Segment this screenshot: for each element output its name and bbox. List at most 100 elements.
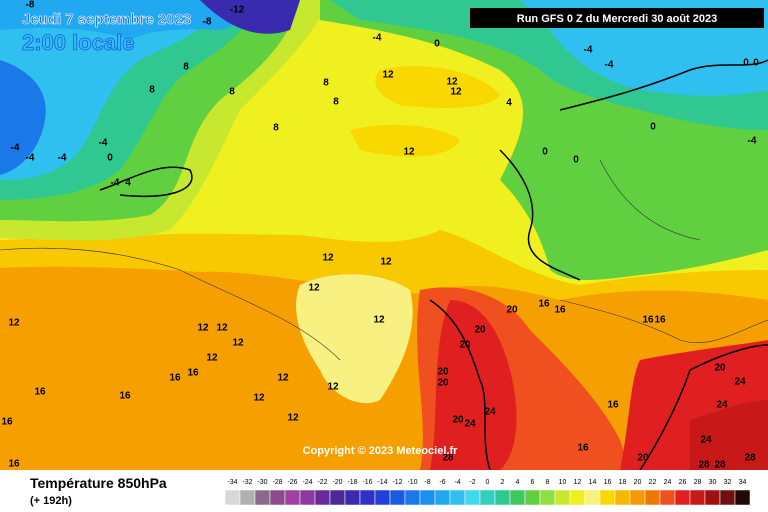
scale-label: 16 [604,479,612,486]
contour-label: 12 [287,413,299,424]
color-swatch [449,489,466,506]
scale-label: -10 [407,479,417,486]
contour-label: 8 [333,97,339,108]
color-swatch [569,489,586,506]
contour-label: 12 [8,318,20,329]
contour-label: 16 [1,417,13,428]
contour-label: 12 [446,77,458,88]
scale-label: 14 [589,479,597,486]
contour-label: 16 [577,443,589,454]
contour-label: 28 [698,460,710,471]
contour-label: -4 [99,138,108,149]
contour-label: 20 [459,340,471,351]
copyright: Copyright © 2023 Meteociel.fr [303,445,459,457]
contour-label: 12 [403,147,415,158]
contour-label: 20 [506,305,518,316]
local-time: 2:00 locale [22,30,135,55]
scale-label: -16 [362,479,372,486]
scale-label: -18 [347,479,357,486]
contour-label: -12 [230,5,245,16]
scale-label: -28 [272,479,282,486]
color-swatch [704,489,721,506]
scale-label: -22 [317,479,327,486]
contour-label: 8 [183,62,189,73]
contour-label: 16 [8,459,20,470]
color-swatch [494,489,511,506]
contour-label: 16 [169,373,181,384]
contour-label: -4 [584,45,593,56]
contour-label: -4 [111,178,120,189]
color-swatch [719,489,736,506]
run-info: Run GFS 0 Z du Mercredi 30 août 2023 [517,13,718,25]
contour-label: -4 [11,143,20,154]
scale-label: 18 [619,479,627,486]
contour-label: 12 [206,353,218,364]
contour-label: -4 [373,33,382,44]
scale-label: -6 [439,479,445,486]
scale-label: 32 [724,479,732,486]
color-swatch [734,489,751,506]
scale-label: -14 [377,479,387,486]
scale-label: -24 [302,479,312,486]
scale-label: 30 [709,479,717,486]
contour-label: 28 [714,460,726,471]
contour-label: 24 [484,407,496,418]
contour-label: -4 [748,136,757,147]
scale-label: 0 [486,479,490,486]
contour-label: 12 [322,253,334,264]
scale-label: -4 [454,479,460,486]
color-swatch [374,489,391,506]
contour-label: 12 [373,315,385,326]
color-swatch [284,489,301,506]
scale-label: 12 [574,479,582,486]
color-swatch [659,489,676,506]
contour-label: 24 [716,400,728,411]
scale-label: 34 [739,479,747,486]
color-swatch [434,489,451,506]
contour-label: 12 [308,283,320,294]
scale-label: -30 [257,479,267,486]
contour-label: 16 [654,315,666,326]
contour-label: 12 [232,338,244,349]
contour-label: 12 [253,393,265,404]
contour-label: 4 [506,98,512,109]
color-swatch [314,489,331,506]
contour-label: 12 [327,382,339,393]
color-swatch [629,489,646,506]
contour-label: 16 [187,368,199,379]
lead-time: (+ 192h) [30,495,72,507]
scale-label: 22 [649,479,657,486]
contour-label: 24 [734,377,746,388]
contour-label: 16 [119,391,131,402]
color-swatch [254,489,271,506]
contour-label: 20 [452,415,464,426]
contour-label: 12 [450,87,462,98]
contour-label: 24 [464,419,476,430]
contour-label: 0 [743,58,749,69]
contour-label: 12 [277,373,289,384]
run-box [470,8,764,28]
scale-label: -2 [469,479,475,486]
color-swatch [599,489,616,506]
contour-label: -4 [26,153,35,164]
contour-label: 0 [753,58,759,69]
contour-label: -8 [26,0,35,11]
scale-label: -26 [287,479,297,486]
color-swatch [524,489,541,506]
contour-label: 16 [554,305,566,316]
color-scale: -34 -32 -30 -28 -26 -24 -22 -20 -18 -16 -14 -12 -10-… [224,479,751,506]
scale-label: -32 [242,479,252,486]
color-swatch [404,489,421,506]
color-swatch [479,489,496,506]
scale-label: -20 [332,479,342,486]
color-swatch [419,489,436,506]
color-swatch [674,489,691,506]
contour-label: 0 [107,153,113,164]
color-swatch [509,489,526,506]
color-swatch [554,489,571,506]
color-swatch [359,489,376,506]
scale-label: 2 [501,479,505,486]
contour-label: 24 [700,435,712,446]
contour-label: 20 [714,363,726,374]
color-swatch [269,489,286,506]
